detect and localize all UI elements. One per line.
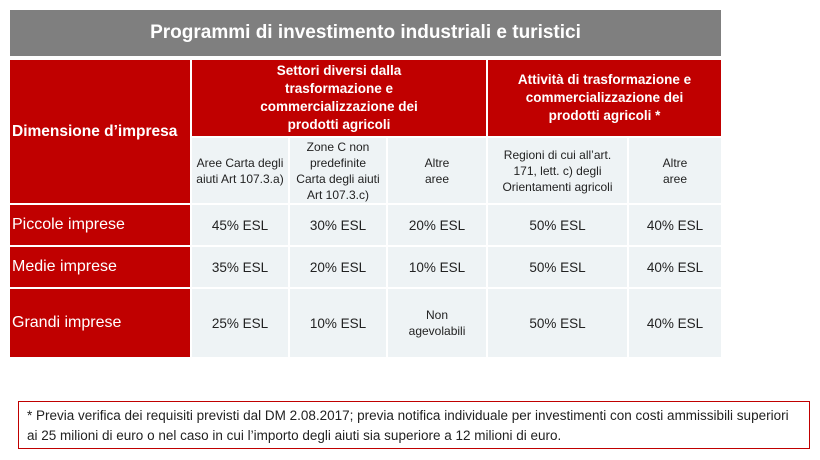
table-cell: 45% ESL xyxy=(192,205,288,245)
table-cell: 40% ESL xyxy=(629,289,721,357)
table-cell: 25% ESL xyxy=(192,289,288,357)
table-cell: 20% ESL xyxy=(388,205,486,245)
col-header-4: Regioni di cui all’art. 171, lett. c) de… xyxy=(488,138,627,203)
row-label: Grandi imprese xyxy=(10,289,190,357)
page-title: Programmi di investimento industriali e … xyxy=(10,10,721,56)
table-cell: 40% ESL xyxy=(629,247,721,287)
table-cell: 30% ESL xyxy=(290,205,386,245)
col-header-2: Zone C non predefinite Carta degli aiuti… xyxy=(290,138,386,203)
group2-header: Attività di trasformazione e commerciali… xyxy=(488,60,721,136)
table-cell: 50% ESL xyxy=(488,289,627,357)
dimension-header: Dimensione d’impresa xyxy=(10,60,190,203)
group1-header: Settori diversi dalla trasformazione e c… xyxy=(192,60,486,136)
table-cell: 50% ESL xyxy=(488,205,627,245)
table-cell: 10% ESL xyxy=(290,289,386,357)
row-label: Piccole imprese xyxy=(10,205,190,245)
table-cell: 40% ESL xyxy=(629,205,721,245)
col-header-5: Altre aree xyxy=(629,138,721,203)
table-cell: Non agevolabili xyxy=(388,289,486,357)
table-cell: 10% ESL xyxy=(388,247,486,287)
table-cell: 35% ESL xyxy=(192,247,288,287)
col-header-1: Aree Carta degli aiuti Art 107.3.a) xyxy=(192,138,288,203)
col-header-3: Altre aree xyxy=(388,138,486,203)
table-cell: 50% ESL xyxy=(488,247,627,287)
row-label: Medie imprese xyxy=(10,247,190,287)
table-cell: 20% ESL xyxy=(290,247,386,287)
footnote: * Previa verifica dei requisiti previsti… xyxy=(18,401,810,449)
